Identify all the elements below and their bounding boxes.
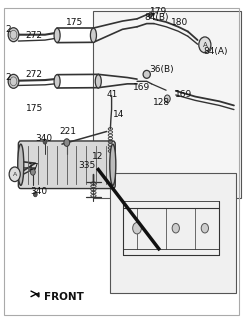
Ellipse shape — [54, 28, 60, 43]
Text: 340: 340 — [35, 134, 52, 143]
Text: 175: 175 — [66, 19, 83, 28]
Bar — [110, 173, 236, 293]
Text: 84(B): 84(B) — [144, 13, 169, 22]
Ellipse shape — [90, 28, 97, 43]
Ellipse shape — [54, 75, 60, 88]
Bar — [93, 11, 241, 198]
Circle shape — [64, 139, 70, 146]
Text: 41: 41 — [106, 90, 118, 99]
Text: 221: 221 — [60, 127, 76, 136]
Circle shape — [33, 192, 37, 197]
Text: 2: 2 — [5, 25, 11, 35]
Text: 272: 272 — [26, 31, 43, 40]
Ellipse shape — [18, 144, 24, 185]
Polygon shape — [37, 292, 39, 297]
FancyBboxPatch shape — [18, 141, 115, 188]
Circle shape — [30, 169, 35, 175]
Circle shape — [133, 222, 141, 234]
Text: 12: 12 — [92, 152, 104, 161]
Circle shape — [43, 139, 47, 144]
Text: 169: 169 — [133, 83, 151, 92]
Text: 169: 169 — [175, 90, 192, 99]
Ellipse shape — [95, 75, 101, 88]
Circle shape — [148, 12, 152, 18]
Text: 179: 179 — [150, 7, 168, 16]
Ellipse shape — [143, 70, 150, 78]
Circle shape — [8, 74, 19, 88]
Text: 335: 335 — [78, 161, 95, 170]
Text: FRONT: FRONT — [44, 292, 84, 302]
Text: 272: 272 — [26, 70, 43, 79]
Text: 84(A): 84(A) — [204, 47, 228, 56]
Circle shape — [8, 28, 19, 42]
Circle shape — [164, 95, 170, 103]
Text: A: A — [202, 42, 207, 48]
Text: 128: 128 — [153, 98, 170, 107]
Text: 36(B): 36(B) — [149, 65, 174, 74]
Text: 2: 2 — [5, 73, 11, 82]
Circle shape — [201, 223, 208, 233]
Text: 340: 340 — [30, 187, 48, 196]
Circle shape — [199, 37, 211, 53]
Text: A: A — [12, 172, 17, 177]
Text: 180: 180 — [171, 18, 188, 27]
Circle shape — [9, 167, 20, 181]
Text: 14: 14 — [113, 109, 124, 118]
Text: 175: 175 — [26, 104, 43, 113]
Ellipse shape — [110, 144, 116, 185]
Text: 17: 17 — [28, 163, 39, 172]
Circle shape — [172, 223, 179, 233]
